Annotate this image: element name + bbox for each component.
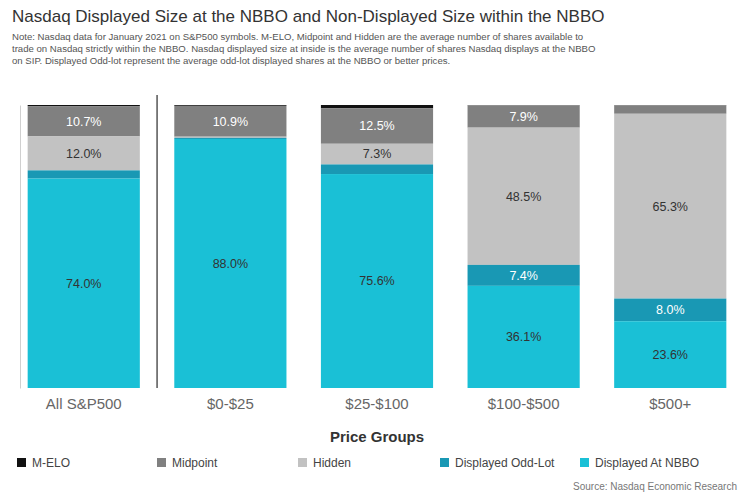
bar-segment bbox=[28, 179, 140, 388]
x-axis-title: Price Groups bbox=[330, 428, 424, 445]
bar-segment bbox=[28, 106, 140, 136]
legend-label: Midpoint bbox=[172, 456, 218, 470]
data-label: 23.6% bbox=[653, 348, 688, 362]
x-tick-label: $500+ bbox=[649, 395, 691, 412]
bar-segment bbox=[468, 128, 580, 265]
title: Nasdaq Displayed Size at the NBBO and No… bbox=[12, 7, 604, 26]
legend-swatch bbox=[440, 458, 449, 467]
y-axis-line bbox=[20, 106, 21, 389]
divider bbox=[157, 95, 158, 388]
bar-segment bbox=[28, 170, 140, 178]
data-label: 65.3% bbox=[653, 200, 688, 214]
x-tick: $25-$100 bbox=[345, 395, 408, 412]
data-label: 75.6% bbox=[359, 274, 394, 288]
legend-label: Displayed Odd-Lot bbox=[455, 456, 555, 470]
legend-swatch bbox=[298, 458, 307, 467]
data-label: 12.0% bbox=[66, 147, 101, 161]
legend-swatch bbox=[580, 458, 589, 467]
bar-segment bbox=[321, 174, 433, 388]
series bbox=[28, 139, 727, 388]
bar-segment bbox=[174, 139, 286, 388]
legend-label: Hidden bbox=[313, 456, 351, 470]
legend-label: M-ELO bbox=[32, 456, 70, 470]
chart: Nasdaq Displayed Size at the NBBO and No… bbox=[0, 0, 749, 503]
bar-segment bbox=[468, 105, 580, 127]
bar-segment bbox=[321, 144, 433, 165]
data-label: 48.5% bbox=[506, 190, 541, 204]
data-label: 10.7% bbox=[66, 115, 101, 129]
bar-segment bbox=[321, 105, 433, 108]
bar-segment bbox=[468, 265, 580, 286]
x-tick: $100-$500 bbox=[488, 395, 560, 412]
data-label: 8.0% bbox=[656, 303, 685, 317]
x-tick-label: $0-$25 bbox=[207, 395, 254, 412]
bar-segment bbox=[321, 164, 433, 174]
x-tick-label: $25-$100 bbox=[345, 395, 408, 412]
data-label: 12.5% bbox=[359, 119, 394, 133]
x-tick-label: $100-$500 bbox=[488, 395, 560, 412]
bar-segment bbox=[174, 137, 286, 138]
subtitle: trade on Nasdaq strictly within the NBBO… bbox=[12, 43, 595, 54]
data-label: 7.3% bbox=[363, 147, 392, 161]
x-axis: All S&P500 $0-$25 $25-$100 $100-$500 $500+ bbox=[46, 395, 692, 412]
data-label: 88.0% bbox=[213, 257, 248, 271]
legend-label: Displayed At NBBO bbox=[595, 456, 699, 470]
data-label: 74.0% bbox=[66, 277, 101, 291]
data-label: 7.4% bbox=[509, 269, 538, 283]
bar-segment bbox=[468, 286, 580, 388]
subtitle: Note: Nasdaq data for January 2021 on S&… bbox=[12, 31, 583, 42]
bar-segment bbox=[614, 321, 726, 388]
y-axis bbox=[20, 106, 21, 389]
bar-segment bbox=[614, 299, 726, 322]
x-tick: $500+ bbox=[649, 395, 691, 412]
data-label: 36.1% bbox=[506, 330, 541, 344]
subtitle: on SIP. Displayed Odd-lot represent the … bbox=[12, 55, 450, 66]
data-labels: 10.7% 10.9% 12.5% 7.9% 12.0% 7.3% 48.5% 65.3% 7.… bbox=[66, 110, 688, 362]
x-tick: $0-$25 bbox=[207, 395, 254, 412]
bar-segment bbox=[321, 108, 433, 143]
data-label: 10.9% bbox=[213, 115, 248, 129]
legend-swatch bbox=[17, 458, 26, 467]
bar-segment bbox=[28, 136, 140, 170]
bars bbox=[28, 105, 727, 388]
data-label: 7.9% bbox=[509, 110, 538, 124]
x-tick-label: All S&P500 bbox=[46, 395, 122, 412]
bar-segment bbox=[614, 114, 726, 299]
annotation: Source: Nasdaq Economic Research bbox=[573, 481, 737, 492]
legend-swatch bbox=[157, 458, 166, 467]
bar-segment bbox=[614, 105, 726, 113]
legend: M-ELO Midpoint Hidden Displayed Odd-Lot Disp… bbox=[17, 456, 699, 470]
bar-segment bbox=[174, 138, 286, 139]
x-tick: All S&P500 bbox=[46, 395, 122, 412]
bar-segment bbox=[28, 105, 140, 106]
bar-segment bbox=[174, 106, 286, 137]
